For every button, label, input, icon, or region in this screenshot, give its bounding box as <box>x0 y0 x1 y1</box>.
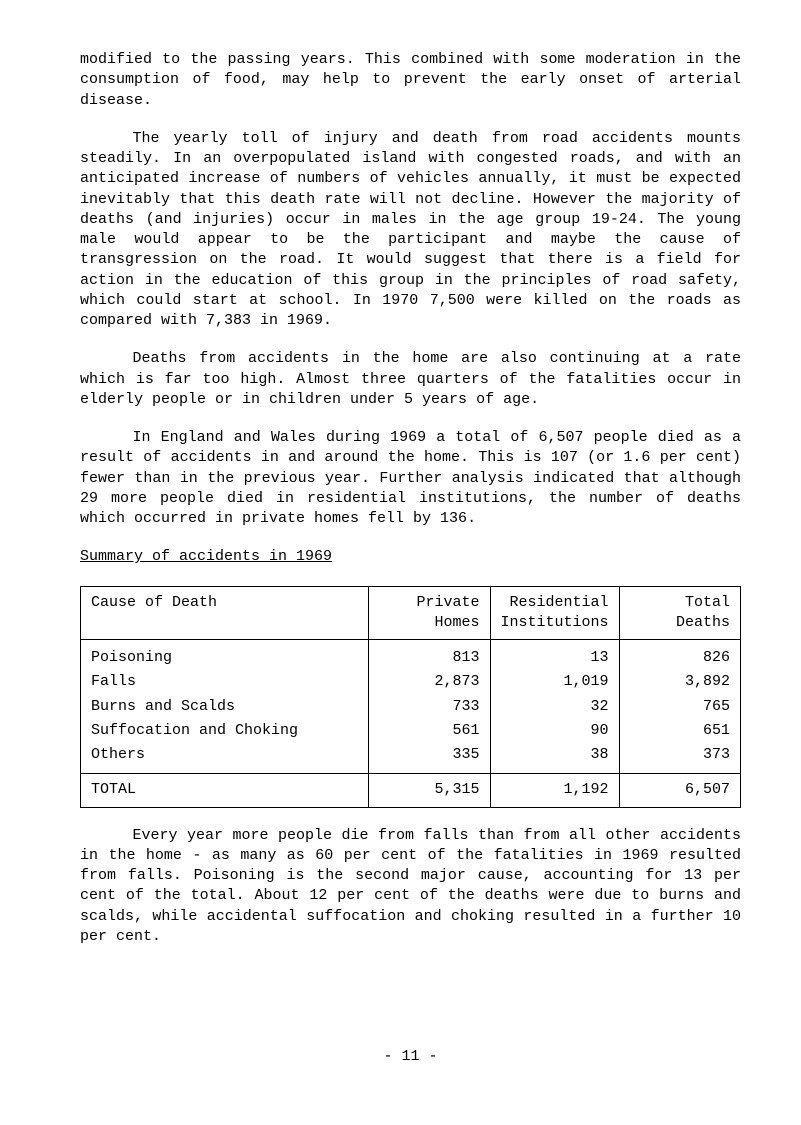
cell-residential: 13 <box>490 640 619 671</box>
cell-total: 826 <box>619 640 740 671</box>
cell-total: 373 <box>619 743 740 774</box>
table-row: Burns and Scalds 733 32 765 <box>81 695 741 719</box>
summary-heading-text: Summary of accidents in 1969 <box>80 548 332 565</box>
header-total: Total Deaths <box>619 586 740 640</box>
cell-total-private: 5,315 <box>368 774 490 807</box>
cell-cause: Suffocation and Choking <box>81 719 369 743</box>
table-row: Suffocation and Choking 561 90 651 <box>81 719 741 743</box>
cell-cause: Poisoning <box>81 640 369 671</box>
cell-private: 813 <box>368 640 490 671</box>
cell-private: 561 <box>368 719 490 743</box>
cell-total: 765 <box>619 695 740 719</box>
cell-total-total: 6,507 <box>619 774 740 807</box>
table-row: Falls 2,873 1,019 3,892 <box>81 670 741 694</box>
cell-cause: Burns and Scalds <box>81 695 369 719</box>
table-header-row: Cause of Death Private Homes Residential… <box>81 586 741 640</box>
table-row: Others 335 38 373 <box>81 743 741 774</box>
header-private: Private Homes <box>368 586 490 640</box>
summary-heading: Summary of accidents in 1969 <box>80 547 741 567</box>
table-row: Poisoning 813 13 826 <box>81 640 741 671</box>
cell-residential: 32 <box>490 695 619 719</box>
cell-total-residential: 1,192 <box>490 774 619 807</box>
cell-private: 335 <box>368 743 490 774</box>
paragraph-4: In England and Wales during 1969 a total… <box>80 428 741 529</box>
page-number: - 11 - <box>80 1047 741 1067</box>
cell-total-label: TOTAL <box>81 774 369 807</box>
cell-residential: 90 <box>490 719 619 743</box>
cell-total: 3,892 <box>619 670 740 694</box>
accidents-table: Cause of Death Private Homes Residential… <box>80 586 741 808</box>
cell-residential: 1,019 <box>490 670 619 694</box>
paragraph-5: Every year more people die from falls th… <box>80 826 741 948</box>
cell-private: 2,873 <box>368 670 490 694</box>
cell-cause: Falls <box>81 670 369 694</box>
cell-residential: 38 <box>490 743 619 774</box>
header-cause: Cause of Death <box>81 586 369 640</box>
paragraph-3: Deaths from accidents in the home are al… <box>80 349 741 410</box>
paragraph-2: The yearly toll of injury and death from… <box>80 129 741 332</box>
header-residential: Residential Institutions <box>490 586 619 640</box>
cell-cause: Others <box>81 743 369 774</box>
cell-total: 651 <box>619 719 740 743</box>
table-total-row: TOTAL 5,315 1,192 6,507 <box>81 774 741 807</box>
cell-private: 733 <box>368 695 490 719</box>
paragraph-1: modified to the passing years. This comb… <box>80 50 741 111</box>
